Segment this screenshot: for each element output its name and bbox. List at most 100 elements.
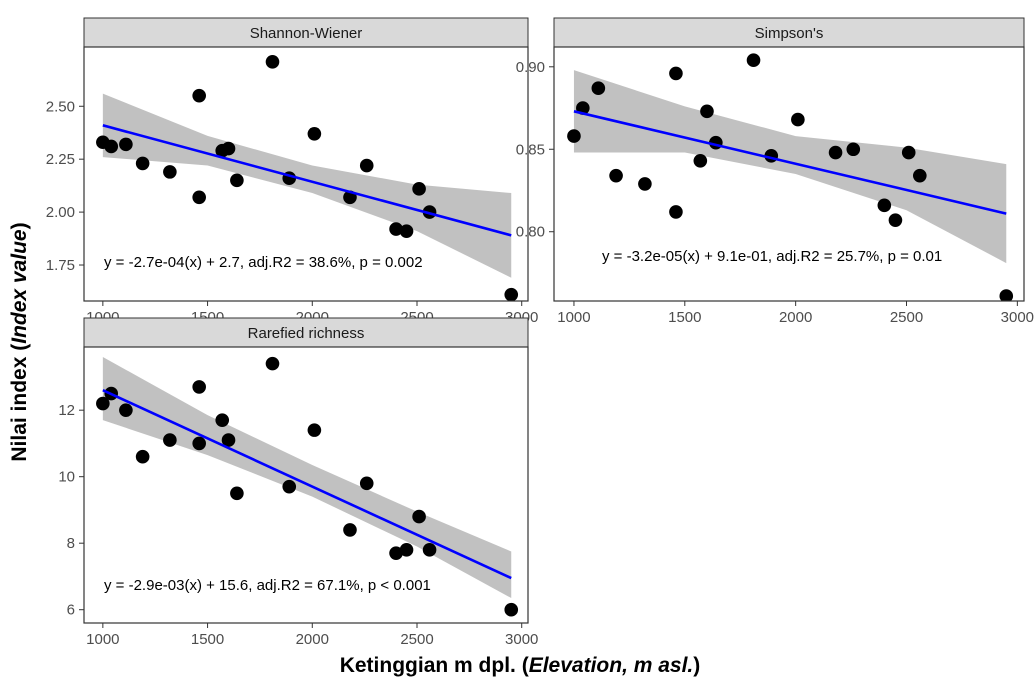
- data-point: [215, 413, 230, 427]
- data-point: [746, 53, 761, 67]
- y-tick-label: 2.25: [46, 151, 75, 168]
- panel-border: [83, 46, 529, 302]
- confidence-band: [573, 70, 1007, 264]
- x-axis-title-end: ): [693, 654, 700, 677]
- confidence-band: [102, 356, 512, 599]
- data-point: [359, 476, 374, 491]
- panel-border: [83, 346, 529, 624]
- data-point: [913, 168, 927, 183]
- y-tick-label: 0.90: [516, 59, 545, 76]
- data-point: [135, 156, 150, 171]
- plot-area: [96, 356, 519, 617]
- data-point: [888, 213, 903, 227]
- data-point: [119, 403, 133, 417]
- x-tick-label: 2000: [296, 631, 329, 648]
- data-point: [192, 436, 206, 451]
- y-axis-title-main: Nilai index (: [8, 344, 31, 462]
- panel-title: Shannon-Wiener: [250, 25, 363, 42]
- data-point: [265, 55, 280, 69]
- data-point: [669, 66, 683, 81]
- y-tick-label: 2.50: [46, 98, 75, 115]
- plot-area: [96, 55, 519, 301]
- data-point: [230, 486, 244, 501]
- panel-2: Simpson's 1000 1500 2000 2500 3000 0.80 0.85 0.9…: [516, 17, 1034, 326]
- data-point: [791, 112, 805, 127]
- y-tick-label: 2.00: [46, 204, 75, 221]
- x-tick-label: 1500: [668, 309, 701, 326]
- data-point: [846, 142, 861, 157]
- y-tick-label: 10: [58, 469, 75, 486]
- regression-annotation: y = -2.7e-04(x) + 2.7, adj.R2 = 38.6%, p…: [104, 254, 423, 271]
- data-point: [504, 287, 519, 301]
- data-point: [221, 141, 236, 156]
- data-point: [422, 543, 437, 557]
- data-point: [221, 433, 236, 447]
- data-point: [389, 546, 403, 560]
- x-tick-label: 1500: [191, 631, 224, 648]
- panel-3: Rarefied richness 1000 1500 2000 2500 3000 6 8 1…: [58, 317, 538, 648]
- data-point: [96, 396, 110, 411]
- data-point: [412, 182, 426, 196]
- plot-area: [567, 53, 1014, 301]
- data-point: [389, 222, 403, 236]
- data-point: [192, 380, 206, 394]
- data-point: [412, 509, 426, 524]
- x-tick-label: 3000: [1001, 309, 1034, 326]
- data-point: [163, 433, 177, 447]
- y-tick-label: 0.85: [516, 141, 545, 158]
- data-point: [359, 158, 374, 173]
- data-point: [192, 190, 206, 205]
- y-axis-title-italic: Index value: [8, 229, 31, 344]
- x-tick-label: 1000: [86, 631, 119, 648]
- y-tick-label: 8: [67, 535, 75, 552]
- data-point: [504, 602, 519, 617]
- regression-line: [573, 110, 1007, 215]
- x-tick-label: 2500: [400, 631, 433, 648]
- y-axis-title: Nilai index (Index value): [8, 222, 31, 461]
- data-point: [282, 479, 297, 494]
- x-tick-label: 2500: [890, 309, 923, 326]
- confidence-band: [102, 93, 512, 278]
- regression-annotation: y = -3.2e-05(x) + 9.1e-01, adj.R2 = 25.7…: [602, 248, 942, 265]
- data-point: [669, 205, 683, 219]
- x-tick-label: 2000: [779, 309, 812, 326]
- x-axis-title-italic: Elevation, m asl.: [529, 654, 694, 677]
- x-axis-title: Ketinggian m dpl. (Elevation, m asl.): [340, 654, 701, 677]
- data-point: [230, 173, 244, 188]
- data-point: [135, 449, 150, 464]
- data-point: [119, 137, 133, 152]
- data-point: [265, 356, 280, 371]
- data-point: [343, 523, 357, 537]
- panel-border: [553, 46, 1025, 302]
- data-point: [828, 145, 843, 160]
- data-point: [591, 81, 606, 96]
- data-point: [609, 168, 623, 183]
- data-point: [104, 139, 119, 154]
- x-axis-title-main: Ketinggian m dpl. (: [340, 654, 529, 677]
- data-point: [700, 104, 714, 119]
- y-tick-label: 6: [67, 602, 75, 619]
- y-axis-title-end: ): [8, 222, 31, 229]
- regression-line: [102, 389, 512, 580]
- y-tick-label: 12: [58, 402, 75, 419]
- panel-strip: [83, 17, 529, 48]
- panel-strip: [553, 17, 1025, 48]
- data-point: [399, 224, 414, 238]
- y-tick-label: 1.75: [46, 257, 75, 274]
- y-tick-label: 0.80: [516, 224, 545, 241]
- data-point: [163, 165, 177, 179]
- panel-title: Simpson's: [755, 25, 824, 42]
- data-point: [693, 154, 708, 168]
- data-point: [192, 88, 206, 103]
- data-point: [399, 543, 414, 557]
- data-point: [877, 198, 892, 213]
- panel-1: Shannon-Wiener100015002000250030001.752.…: [46, 17, 538, 326]
- data-point: [307, 423, 322, 437]
- regression-annotation: y = -2.9e-03(x) + 15.6, adj.R2 = 67.1%, …: [104, 577, 431, 594]
- x-tick-label: 3000: [505, 631, 538, 648]
- x-tick-label: 1000: [557, 309, 590, 326]
- data-point: [567, 129, 581, 143]
- data-point: [307, 126, 322, 141]
- data-point: [901, 145, 916, 160]
